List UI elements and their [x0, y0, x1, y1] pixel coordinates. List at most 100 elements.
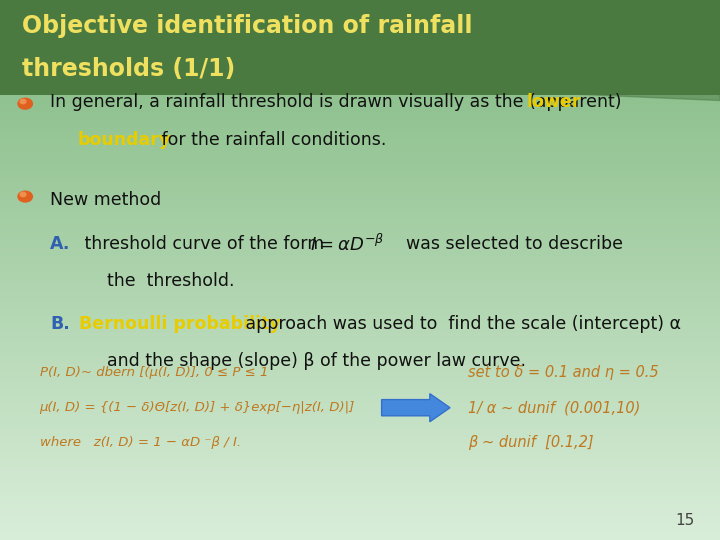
Text: P(I, D)~ dbern [(μ(I, D)], 0 ≤ P ≤ 1: P(I, D)~ dbern [(μ(I, D)], 0 ≤ P ≤ 1	[40, 366, 268, 379]
Text: the  threshold.: the threshold.	[107, 272, 234, 290]
Bar	[0, 308, 720, 309]
Bar	[0, 344, 720, 346]
Bar	[0, 113, 720, 115]
Bar	[0, 29, 720, 31]
Text: thresholds (1/1): thresholds (1/1)	[22, 57, 235, 81]
Bar	[0, 349, 720, 351]
Bar	[0, 454, 720, 455]
Bar	[0, 238, 720, 239]
Bar	[0, 385, 720, 387]
Bar	[0, 220, 720, 221]
Bar	[0, 491, 720, 493]
Bar	[0, 405, 720, 407]
Bar	[0, 108, 720, 110]
Bar	[0, 231, 720, 232]
Text: was selected to describe: was selected to describe	[395, 235, 623, 253]
Bar	[0, 99, 720, 101]
Bar	[0, 329, 720, 331]
Bar	[0, 390, 720, 393]
Bar	[0, 434, 720, 436]
Bar	[0, 155, 720, 157]
Bar	[0, 228, 720, 231]
Bar	[0, 93, 720, 96]
Bar	[0, 367, 720, 369]
Bar	[0, 423, 720, 425]
Text: A.: A.	[50, 235, 71, 253]
Bar	[0, 403, 720, 405]
Text: lower: lower	[526, 92, 581, 111]
Bar	[0, 198, 720, 200]
Bar	[0, 227, 720, 228]
Bar	[0, 463, 720, 464]
Bar	[0, 247, 720, 248]
Text: for the rainfall conditions.: for the rainfall conditions.	[156, 131, 386, 150]
Bar	[0, 205, 720, 207]
Bar	[0, 56, 720, 58]
Bar	[0, 275, 720, 277]
Bar	[0, 506, 720, 508]
Bar	[0, 531, 720, 533]
Bar	[0, 104, 720, 106]
Bar	[0, 398, 720, 400]
Bar	[0, 123, 720, 124]
Bar	[0, 25, 720, 27]
Bar	[0, 54, 720, 56]
Bar	[0, 12, 720, 15]
Bar	[0, 342, 720, 344]
Bar	[0, 277, 720, 279]
Text: New method: New method	[50, 191, 162, 209]
Bar	[0, 351, 720, 353]
Bar	[0, 81, 720, 83]
Bar	[0, 241, 720, 243]
Bar	[0, 31, 720, 32]
Bar	[0, 301, 720, 302]
Bar	[0, 200, 720, 201]
Bar	[0, 196, 720, 198]
Text: Objective identification of rainfall: Objective identification of rainfall	[22, 14, 472, 38]
Text: β ~ dunif  [0.1,2]: β ~ dunif [0.1,2]	[468, 435, 593, 450]
Text: μ(I, D) = {(1 − δ)Θ[z(I, D)] + δ}exp[−η|z(I, D)|]: μ(I, D) = {(1 − δ)Θ[z(I, D)] + δ}exp[−η|…	[40, 401, 355, 414]
Bar	[0, 131, 720, 133]
Bar	[0, 58, 720, 59]
Bar	[0, 204, 720, 205]
Bar	[0, 518, 720, 520]
Bar	[0, 250, 720, 252]
Bar	[0, 76, 720, 77]
Bar	[0, 144, 720, 146]
Text: and the shape (slope) β of the power law curve.: and the shape (slope) β of the power law…	[107, 352, 526, 370]
Bar	[0, 363, 720, 366]
Bar	[0, 292, 720, 293]
Bar	[0, 164, 720, 166]
Bar	[0, 285, 720, 286]
Bar	[0, 432, 720, 434]
Bar	[0, 112, 720, 113]
Bar	[0, 312, 720, 313]
Bar	[0, 86, 720, 88]
Bar	[0, 525, 720, 528]
Bar	[0, 117, 720, 119]
Bar	[0, 236, 720, 238]
Bar	[0, 72, 720, 74]
Bar	[0, 39, 720, 42]
Bar	[0, 407, 720, 409]
Bar	[0, 223, 720, 225]
Bar	[0, 498, 720, 501]
Bar	[0, 70, 720, 72]
Bar	[0, 336, 720, 339]
Bar	[0, 484, 720, 486]
Bar	[0, 513, 720, 515]
Bar	[0, 502, 720, 504]
Bar	[0, 371, 720, 373]
Bar	[0, 135, 720, 137]
Bar	[0, 455, 720, 457]
Bar	[0, 297, 720, 299]
Bar	[0, 353, 720, 355]
Bar	[0, 501, 720, 502]
Bar	[0, 214, 720, 216]
Bar	[0, 77, 720, 79]
Bar	[0, 137, 720, 139]
Bar	[0, 63, 720, 65]
Bar	[0, 169, 720, 171]
Bar	[0, 335, 720, 336]
Bar	[0, 382, 720, 383]
